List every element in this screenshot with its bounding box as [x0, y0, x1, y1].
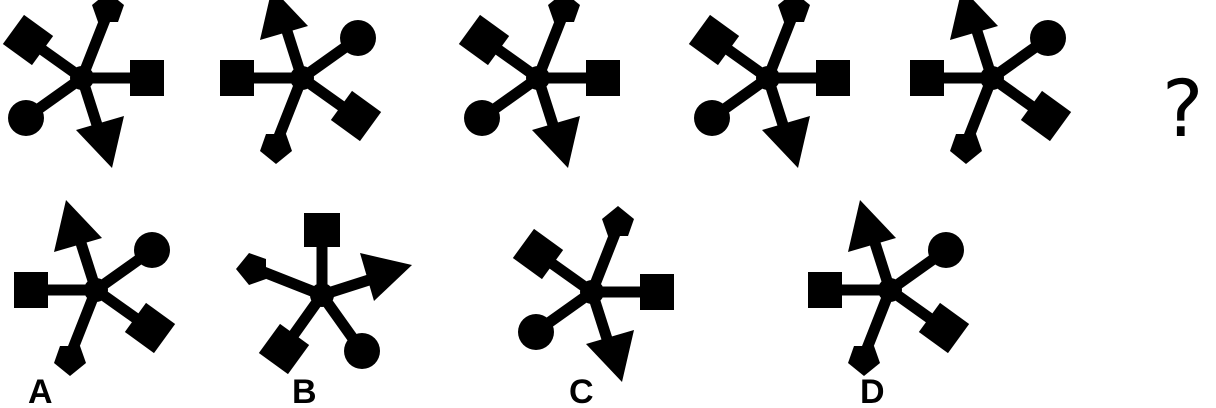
option-c-figure[interactable]	[513, 206, 674, 382]
option-d-label: D	[860, 373, 885, 408]
sequence-figure-5	[910, 0, 1071, 164]
sequence-figure-4	[689, 0, 850, 168]
question-mark: ?	[1162, 65, 1203, 155]
option-b-figure[interactable]	[236, 213, 412, 374]
sequence-figure-3	[459, 0, 620, 168]
option-b-label: B	[292, 373, 317, 408]
sequence-figure-2	[220, 0, 381, 164]
option-a-label: A	[28, 373, 53, 408]
option-c-label: C	[569, 373, 594, 408]
sequence-figure-1	[3, 0, 164, 168]
option-d-figure[interactable]	[808, 200, 969, 376]
option-a-figure[interactable]	[14, 200, 175, 376]
